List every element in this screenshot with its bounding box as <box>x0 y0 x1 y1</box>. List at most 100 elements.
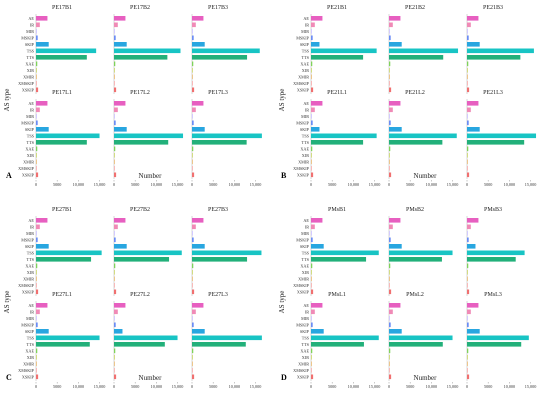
bar-tss <box>311 335 379 341</box>
bar-ae <box>114 16 126 21</box>
bar-xmir <box>192 74 193 80</box>
category-label: XAE <box>25 349 34 354</box>
category-label: MSKIP <box>21 238 34 243</box>
category-label: AE <box>28 16 34 21</box>
bar-tts <box>389 55 444 60</box>
bar-mskip <box>311 237 313 243</box>
bar-skip <box>114 127 127 132</box>
bar-xskip <box>311 87 314 93</box>
bar-xmir <box>467 276 468 282</box>
bar-xae <box>467 61 469 67</box>
figure-letter: A <box>6 171 12 180</box>
bar-xskip <box>467 289 470 295</box>
category-label: MSKIP <box>296 36 309 41</box>
bar-xmskip <box>389 166 390 171</box>
category-label: XMSKIP <box>18 81 34 86</box>
x-tick-label: 10,000 <box>151 384 163 390</box>
bar-ae <box>192 303 204 308</box>
bar-tts <box>192 257 248 262</box>
bar-xir <box>192 270 193 275</box>
bar-xskip <box>114 374 117 380</box>
category-label: XMIR <box>23 277 34 282</box>
x-tick-label: 15,000 <box>94 384 106 390</box>
x-tick-label: 15,000 <box>447 384 459 390</box>
bar-xskip <box>114 172 117 178</box>
bar-tss <box>192 48 260 54</box>
figure-b: AS typeNumberBPE21B1AEIRMIRMSKIPSKIPTSST… <box>278 5 536 188</box>
x-tick-label: 0 <box>113 384 115 389</box>
bar-xir <box>467 270 468 275</box>
bar-skip <box>192 329 205 334</box>
bar-tss <box>114 250 182 256</box>
category-label: AE <box>28 303 34 308</box>
x-tick-label: 10,000 <box>348 182 360 188</box>
bar-tss <box>36 250 102 256</box>
bar-xae <box>311 348 313 354</box>
panel-title: PMsB3 <box>484 207 502 213</box>
bar-skip <box>192 244 205 249</box>
bar-xmskip <box>192 81 193 86</box>
bar-tss <box>192 335 262 341</box>
x-tick-label: 15,000 <box>525 384 537 390</box>
bar-xir <box>114 270 115 275</box>
category-label: MSKIP <box>296 323 309 328</box>
panel-title: PMsB2 <box>406 207 424 213</box>
bar-tts <box>114 140 169 145</box>
panel-title: PE17B3 <box>208 5 228 11</box>
bar-mir <box>389 316 390 321</box>
bar-ae <box>467 218 479 223</box>
bar-ir <box>311 309 315 315</box>
bar-tts <box>467 55 521 60</box>
bar-mir <box>192 114 193 119</box>
category-label: MSKIP <box>21 121 34 126</box>
bar-ir <box>192 309 196 315</box>
category-label: XSKIP <box>297 290 310 295</box>
bar-xir <box>389 153 390 158</box>
x-tick-label: 5000 <box>53 182 61 187</box>
bar-mir <box>467 231 468 236</box>
bar-tss <box>36 335 100 341</box>
bar-tts <box>467 140 525 145</box>
x-tick-label: 0 <box>466 182 468 187</box>
bar-xmir <box>36 361 37 367</box>
bar-tss <box>36 48 97 54</box>
bar-xae <box>114 348 116 354</box>
bar-xae <box>389 348 391 354</box>
bar-xmskip <box>114 283 115 288</box>
bar-xskip <box>114 87 117 93</box>
bar-mskip <box>114 120 116 126</box>
bar-ae <box>114 303 126 308</box>
bar-xir <box>36 355 37 360</box>
bar-xskip <box>467 374 470 380</box>
x-tick-label: 5000 <box>131 182 139 187</box>
bar-tts <box>389 257 442 262</box>
bar-xae <box>36 146 38 152</box>
x-tick-label: 10,000 <box>229 182 241 188</box>
panel-title: PE17B1 <box>52 5 72 11</box>
bar-xmskip <box>36 81 37 86</box>
bar-mskip <box>467 35 469 41</box>
panel-pe21b3: PE21B3 <box>466 5 534 94</box>
panel-title: PE17L3 <box>208 90 228 96</box>
bar-xskip <box>192 289 195 295</box>
bar-mskip <box>192 237 194 243</box>
category-label: TSS <box>302 336 310 341</box>
category-label: TTS <box>302 257 310 262</box>
category-label: AE <box>28 101 34 106</box>
category-label: TSS <box>27 49 35 54</box>
bar-xae <box>311 263 313 269</box>
bar-xmskip <box>467 166 468 171</box>
bar-mir <box>192 29 193 34</box>
bar-ir <box>36 224 40 230</box>
bar-ae <box>311 101 323 106</box>
bar-ir <box>467 309 471 315</box>
bar-ir <box>389 309 393 315</box>
bar-ae <box>467 303 479 308</box>
panel-pe27l2: PE27L2 0 5000 10,000 15,000 <box>113 292 183 390</box>
category-label: XIR <box>302 68 309 73</box>
category-label: XSKIP <box>297 375 310 380</box>
bar-ir <box>36 22 40 28</box>
bar-xskip <box>36 374 39 380</box>
category-label: TSS <box>302 134 310 139</box>
